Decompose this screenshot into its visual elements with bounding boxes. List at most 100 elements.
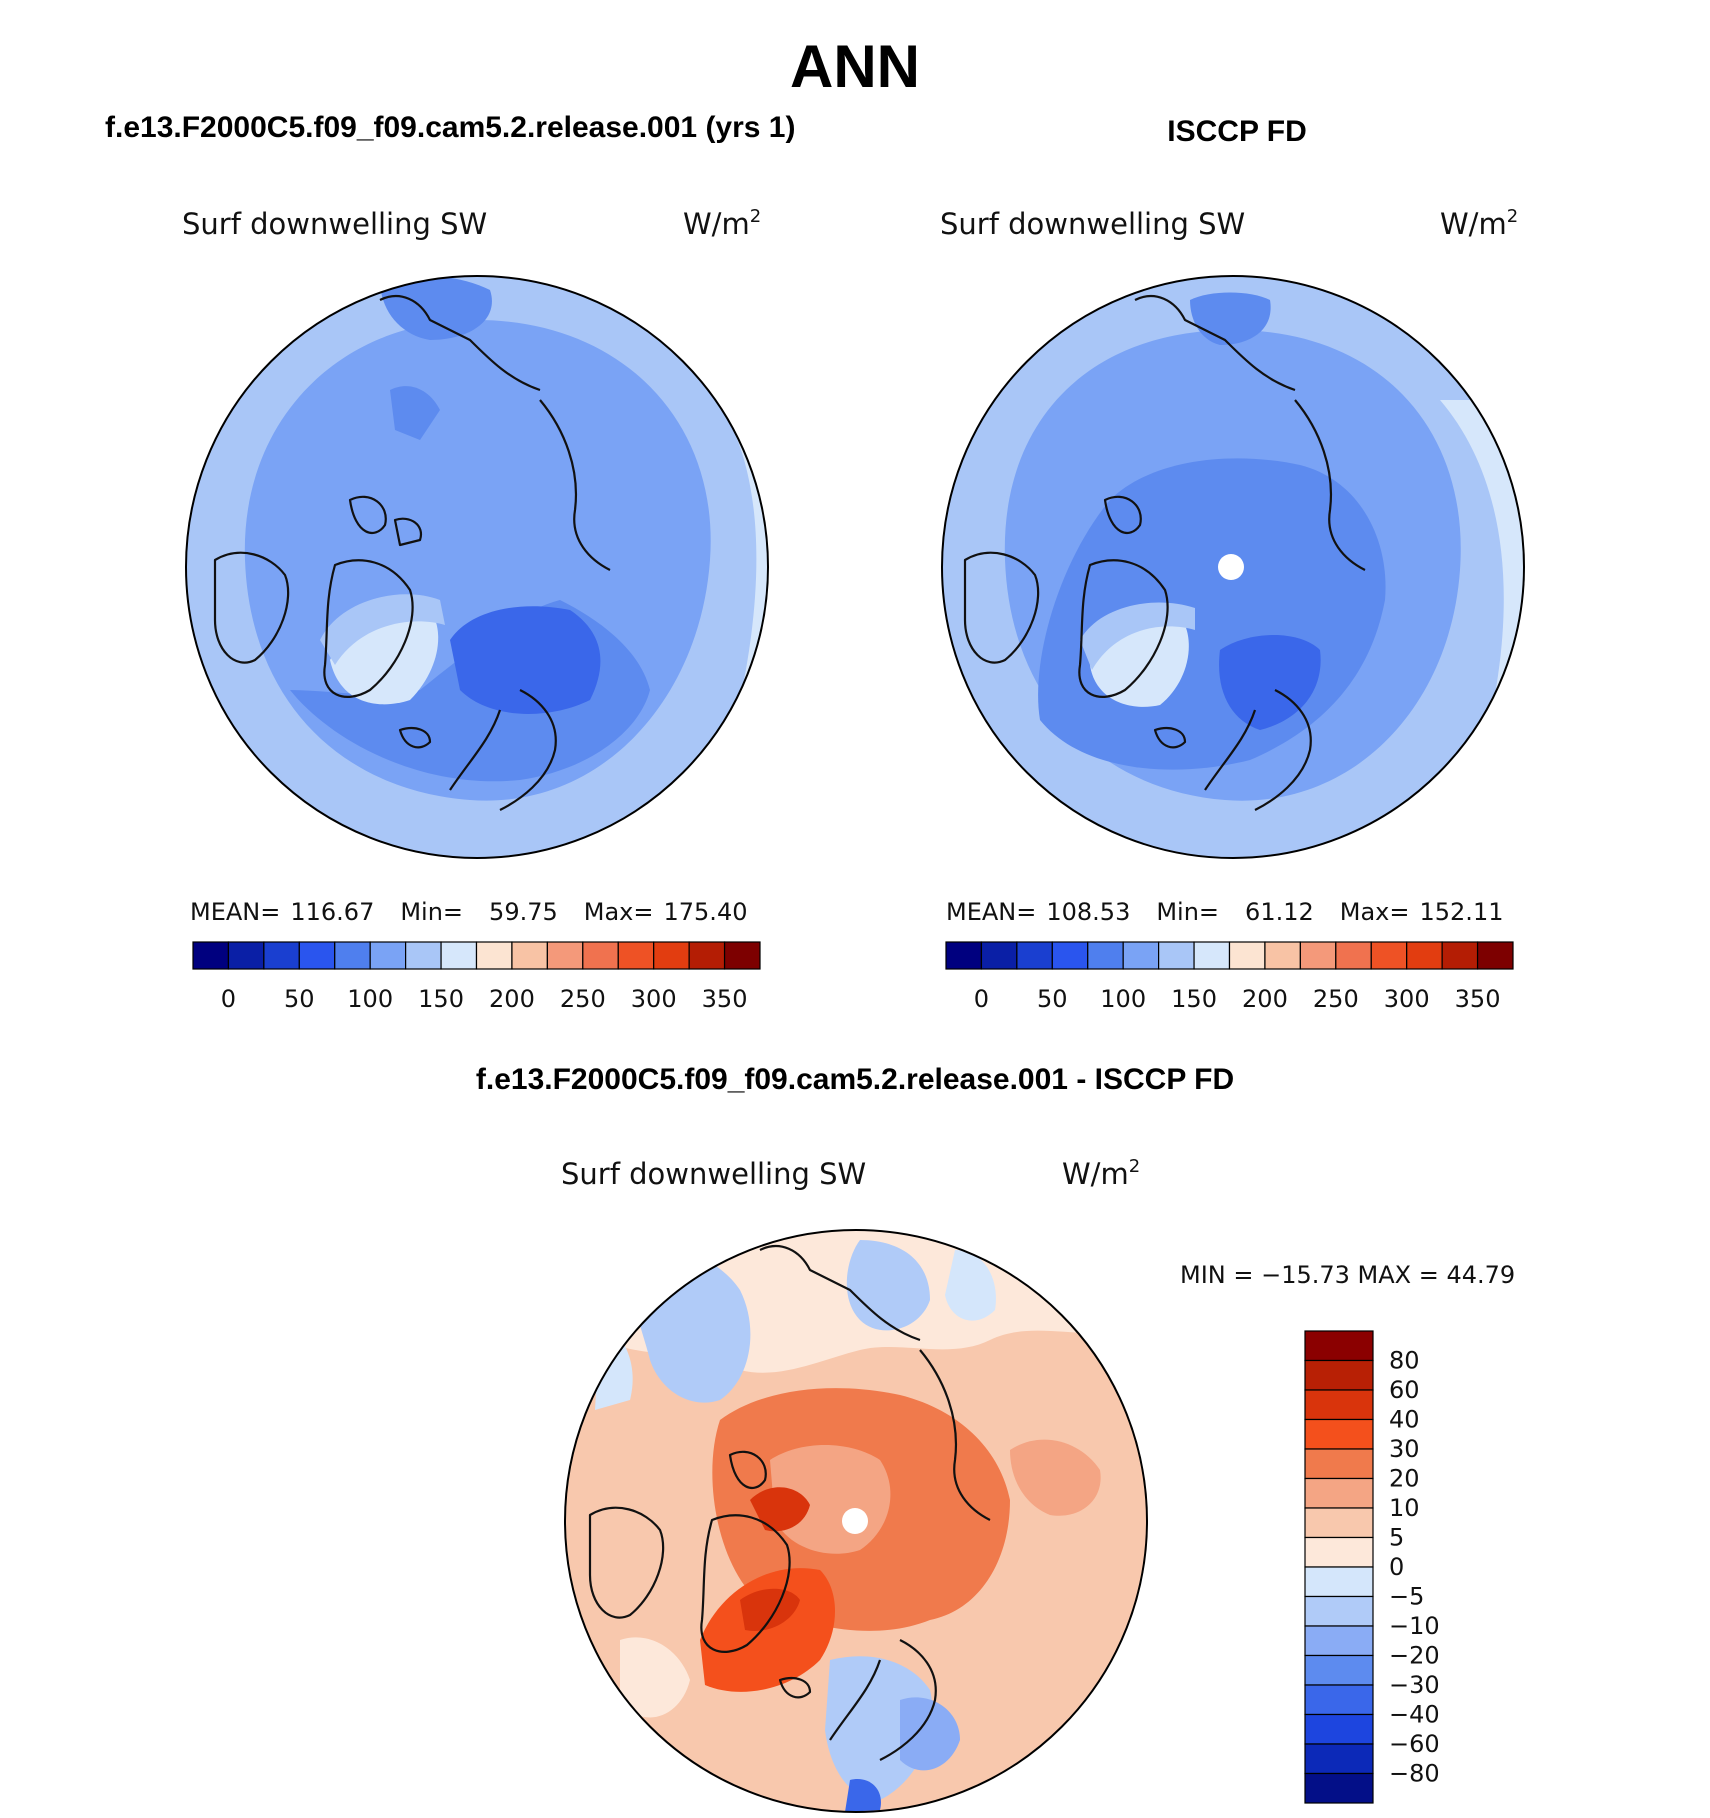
obs-colorbar-swatch [1476,941,1514,970]
difference-colorbar-swatch [1304,1595,1374,1627]
model-colorbar-swatch [192,941,230,970]
model-colorbar-swatch [334,941,371,970]
obs-colorbar-swatch [1406,941,1443,970]
obs-colorbar-swatch [1087,941,1124,970]
difference-colorbar-swatch [1304,1566,1374,1598]
difference-colorbar-label: 80 [1389,1347,1420,1375]
pole-hole [1218,554,1244,580]
model-panel: f.e13.F2000C5.f09_f09.cam5.2.release.001… [105,111,795,1013]
obs-colorbar-swatch [1335,941,1372,970]
model-stats: MEAN= 116.67 Min= 59.75 Max= 175.40 [190,898,747,926]
obs-colorbar-swatch [1122,941,1160,970]
model-subtitle: f.e13.F2000C5.f09_f09.cam5.2.release.001… [105,111,795,144]
difference-subtitle: f.e13.F2000C5.f09_f09.cam5.2.release.001… [476,1063,1234,1096]
model-colorbar-swatch [263,941,300,970]
difference-panel: f.e13.F2000C5.f09_f09.cam5.2.release.001… [476,1063,1515,1813]
model-colorbar-tick-label: 150 [418,985,464,1013]
model-variable-label: Surf downwelling SW [182,207,487,241]
model-colorbar-swatch [546,941,584,970]
difference-colorbar-swatch [1304,1536,1374,1568]
model-units-label: W/m2 [683,206,761,241]
difference-colorbar-label: −20 [1389,1642,1440,1670]
model-colorbar-tick-label: 0 [221,985,236,1013]
difference-colorbar-swatch [1304,1684,1374,1716]
obs-colorbar-swatch [1228,941,1266,970]
obs-panel: ISCCP FD Surf downwelling SW W/m2 [940,115,1525,1013]
difference-colorbar-label: 40 [1389,1406,1420,1434]
obs-variable-label: Surf downwelling SW [940,207,1245,241]
difference-colorbar-swatch [1304,1743,1374,1775]
pole-hole [842,1508,868,1534]
obs-colorbar-swatch [1158,941,1195,970]
obs-subtitle: ISCCP FD [1167,115,1306,148]
difference-variable-label: Surf downwelling SW [561,1157,866,1191]
difference-colorbar-swatch [1304,1654,1374,1686]
difference-colorbar-swatch [1304,1448,1374,1480]
difference-colorbar-label: −80 [1389,1760,1440,1788]
obs-colorbar-swatch [1016,941,1053,970]
obs-colorbar-swatch [1193,941,1231,970]
obs-units-label: W/m2 [1440,206,1518,241]
model-colorbar-tick-label: 200 [489,985,535,1013]
obs-stats: MEAN= 108.53 Min= 61.12 Max= 152.11 [946,898,1503,926]
model-colorbar-tick-label: 100 [347,985,393,1013]
difference-colorbar-label: −10 [1389,1612,1440,1640]
difference-colorbar-swatch [1304,1625,1374,1657]
model-colorbar-swatch [369,941,407,970]
obs-colorbar-tick-label: 250 [1313,985,1359,1013]
model-colorbar-swatch [440,941,478,970]
obs-colorbar-swatch [945,941,983,970]
model-colorbar-swatch [688,941,726,970]
obs-colorbar-tick-label: 100 [1100,985,1146,1013]
obs-colorbar-swatch [980,941,1018,970]
model-colorbar-swatch [582,941,619,970]
difference-colorbar-label: −40 [1389,1701,1440,1729]
obs-colorbar-swatch [1299,941,1337,970]
obs-colorbar-tick-label: 50 [1037,985,1068,1013]
obs-colorbar: 0 50 100 150 200 250 300 350 [945,941,1514,1013]
difference-colorbar-label: 20 [1389,1465,1420,1493]
obs-colorbar-tick-label: 0 [974,985,989,1013]
difference-colorbar-swatch [1304,1772,1374,1804]
difference-colorbar-label: 60 [1389,1376,1420,1404]
model-polar-map [185,275,769,859]
obs-colorbar-tick-label: 350 [1455,985,1501,1013]
model-colorbar-swatch [298,941,336,970]
difference-colorbar-swatch [1304,1359,1374,1391]
difference-colorbar-label: −5 [1389,1583,1424,1611]
obs-colorbar-swatch [1370,941,1408,970]
difference-polar-map [564,1229,1148,1813]
model-colorbar-swatch [475,941,513,970]
model-colorbar: 0 50 100 150 200 250 300 350 [192,941,761,1013]
model-colorbar-swatch [653,941,690,970]
difference-colorbar-label: 10 [1389,1494,1420,1522]
figure-title: ANN [790,33,920,100]
difference-colorbar-label: −30 [1389,1671,1440,1699]
model-colorbar-tick-label: 50 [284,985,315,1013]
obs-colorbar-tick-label: 200 [1242,985,1288,1013]
difference-colorbar-label: 30 [1389,1435,1420,1463]
difference-minmax: MIN = −15.73 MAX = 44.79 [1180,1261,1515,1289]
difference-colorbar-swatch [1304,1507,1374,1539]
model-colorbar-swatch [723,941,761,970]
obs-colorbar-tick-label: 150 [1171,985,1217,1013]
difference-colorbar-label: 5 [1389,1524,1404,1552]
model-colorbar-swatch [227,941,265,970]
model-colorbar-swatch [511,941,548,970]
model-colorbar-tick-label: 350 [702,985,748,1013]
obs-colorbar-tick-label: 300 [1384,985,1430,1013]
obs-polar-map [941,275,1525,859]
difference-colorbar-swatch [1304,1418,1374,1450]
model-colorbar-tick-label: 300 [631,985,677,1013]
difference-colorbar-label: 0 [1389,1553,1404,1581]
difference-colorbar-label: −60 [1389,1730,1440,1758]
difference-colorbar-swatch [1304,1330,1374,1362]
model-colorbar-swatch [617,941,655,970]
difference-colorbar-swatch [1304,1713,1374,1745]
difference-colorbar-swatch [1304,1389,1374,1421]
obs-colorbar-swatch [1051,941,1089,970]
difference-units-label: W/m2 [1062,1156,1140,1191]
obs-colorbar-swatch [1264,941,1301,970]
model-colorbar-tick-label: 250 [560,985,606,1013]
